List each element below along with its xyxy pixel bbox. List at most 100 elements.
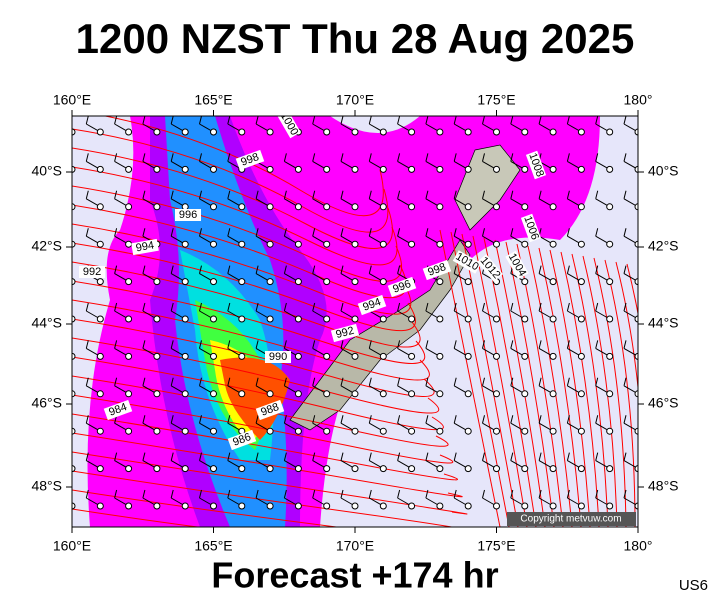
barb-station: [153, 128, 161, 136]
barb-flag: [397, 489, 401, 499]
isobar: [72, 204, 407, 299]
barb-station: [238, 128, 246, 136]
barb-station: [436, 352, 444, 360]
barb-flag: [114, 228, 118, 237]
isobar-label: 996: [175, 209, 201, 221]
barb-station: [436, 427, 444, 435]
barb-flag: [170, 377, 174, 386]
barb-station: [634, 465, 638, 473]
barb-flag: [170, 340, 174, 349]
barb-flag: [510, 302, 514, 312]
barb-station: [238, 203, 246, 211]
isobars: [72, 116, 638, 527]
barb-station: [379, 502, 387, 510]
lat-label: 48°S: [31, 478, 62, 494]
isobar-label-text: 986: [231, 431, 252, 449]
barb-station: [436, 278, 444, 286]
barb-flag: [538, 489, 542, 499]
barb-station: [294, 352, 302, 360]
barb-flag: [255, 452, 259, 461]
barb-flag: [482, 153, 485, 162]
barb-station: [351, 165, 359, 173]
barb-shaft: [72, 430, 73, 432]
isobar: [72, 432, 463, 498]
barb-station: [324, 540, 330, 546]
barb-flag: [397, 377, 401, 386]
barb-flag: [566, 228, 570, 237]
isobar: [72, 451, 468, 515]
barb-station: [266, 240, 274, 248]
barb-flag: [453, 153, 457, 162]
barb-flag: [566, 116, 570, 125]
barb-station: [294, 203, 302, 211]
barb-station: [238, 240, 246, 248]
barb-flag: [510, 116, 514, 125]
barb-flag: [595, 228, 599, 237]
barb-station: [238, 390, 246, 398]
barb-flag: [227, 265, 231, 274]
barb-flag: [510, 452, 514, 461]
barb-flag: [595, 190, 599, 199]
barb-flag: [312, 340, 316, 349]
barb-station: [153, 352, 161, 360]
barb-station: [96, 240, 104, 248]
barb-flag: [566, 190, 570, 199]
barb-station: [351, 502, 359, 510]
barb-flag: [58, 527, 60, 535]
barb-flag: [511, 527, 513, 535]
barb-station: [96, 128, 104, 136]
isobar-label-box: [452, 250, 482, 274]
barb-flag: [283, 415, 287, 424]
barb-station: [125, 502, 133, 510]
barb-station: [379, 427, 387, 435]
barb-flag: [85, 116, 89, 125]
barb-station: [634, 165, 638, 173]
isobar: [72, 166, 398, 266]
barb-station: [380, 540, 386, 546]
barb-station: [153, 427, 161, 435]
isobar: [461, 233, 519, 527]
barb-flag: [368, 340, 372, 349]
barb-flag: [425, 377, 429, 386]
barb-station: [436, 502, 444, 510]
isobar: [549, 249, 591, 527]
barb-station: [379, 203, 387, 211]
isobar: [72, 242, 416, 332]
barb-flag: [623, 153, 627, 162]
barb-flag: [595, 377, 599, 386]
lon-label: 175°E: [477, 538, 515, 554]
barb-station: [210, 427, 217, 435]
barb-station: [267, 540, 273, 546]
barb-station: [351, 203, 359, 211]
isobar-label-text: 992: [335, 325, 356, 341]
barb-station: [294, 315, 302, 323]
isobar-label-box: [103, 399, 133, 421]
barb-station: [549, 315, 557, 323]
barb-station: [464, 203, 472, 211]
barb-flag: [340, 116, 344, 125]
barb-flag: [85, 190, 89, 199]
isobar: [72, 394, 454, 464]
barb-station: [379, 278, 387, 286]
barb-station: [379, 390, 387, 398]
barb-station: [521, 427, 529, 435]
barb-station: [72, 502, 76, 510]
barb-shaft: [426, 535, 440, 543]
barb-station: [323, 465, 331, 473]
barb-flag: [227, 228, 231, 237]
barb-flag: [538, 116, 542, 125]
barb-flag: [85, 452, 89, 461]
barb-station: [549, 128, 557, 136]
barb-flag: [368, 452, 372, 461]
barb-flag: [453, 190, 457, 199]
barb-flag: [425, 116, 429, 125]
barb-station: [323, 502, 331, 510]
isobar: [450, 231, 510, 527]
barb-flag: [595, 153, 599, 162]
barb-station: [549, 165, 557, 173]
barb-flag: [312, 228, 316, 237]
barb-flag: [538, 302, 542, 312]
barb-station: [239, 540, 245, 546]
wind-barbs: [58, 116, 638, 546]
